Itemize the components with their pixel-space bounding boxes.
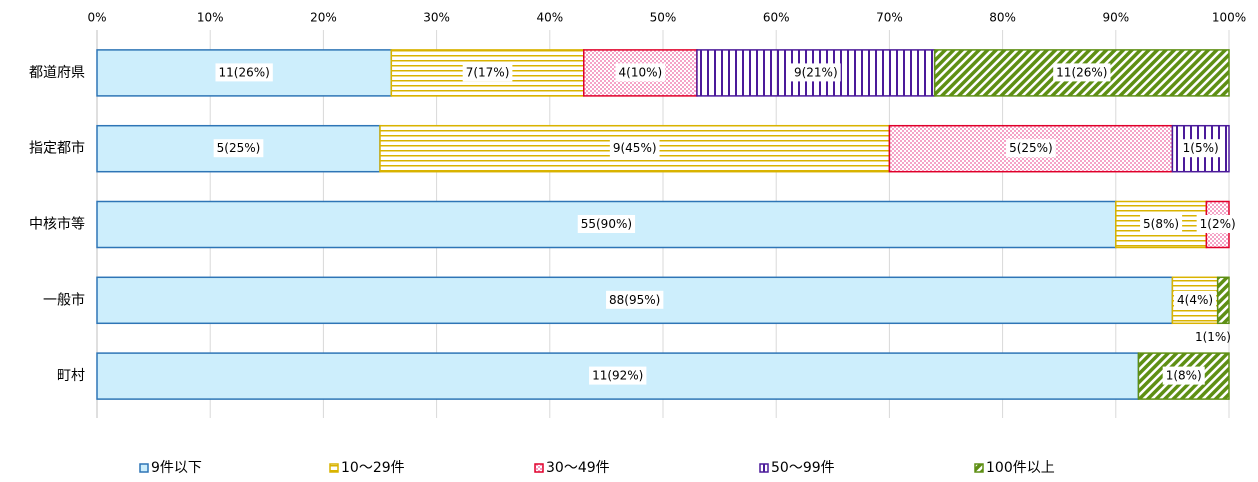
data-label-bg (606, 290, 664, 309)
y-tick-label: 都道府県 (29, 65, 85, 81)
data-label-bg (577, 215, 636, 233)
bar-segment (1216, 276, 1230, 325)
legend-label: 9件以下 (151, 460, 202, 476)
data-label-bg (1174, 290, 1217, 309)
legend-label: 30～49件 (546, 460, 610, 476)
legend-label: 50～99件 (771, 460, 835, 476)
data-label: 55(90%) (581, 217, 632, 231)
data-label-bg (215, 63, 273, 82)
data-label: 9(45%) (613, 141, 657, 155)
y-tick-label: 一般市 (43, 291, 85, 308)
legend-label: 100件以上 (986, 460, 1055, 476)
data-label: 1(2%) (1200, 217, 1236, 231)
data-label: 5(8%) (1143, 217, 1179, 231)
bar-segment (96, 200, 1117, 249)
x-tick-label: 80% (989, 11, 1016, 25)
legend-swatch (139, 463, 149, 473)
data-label-bg (1162, 366, 1205, 385)
x-tick-label: 70% (876, 11, 903, 25)
legend-swatch (759, 463, 769, 473)
data-label-bg (790, 63, 841, 82)
data-label-bg (589, 366, 647, 385)
data-label-bg (1053, 63, 1111, 82)
data-label-bg (1196, 215, 1239, 233)
data-label: 1(1%) (1195, 330, 1231, 344)
data-label-bg (1179, 139, 1222, 158)
y-tick-label: 中核市等 (29, 216, 85, 233)
x-tick-label: 50% (650, 11, 677, 25)
x-tick-label: 100% (1212, 11, 1246, 25)
data-label: 1(5%) (1183, 141, 1219, 155)
y-tick-label: 指定都市 (29, 140, 85, 157)
x-tick-label: 60% (763, 11, 790, 25)
legend-swatch (329, 463, 339, 473)
x-tick-label: 0% (87, 11, 106, 25)
data-label-bg (1006, 139, 1056, 158)
data-label-bg (1140, 215, 1183, 233)
data-label: 88(95%) (609, 293, 660, 307)
x-tick-label: 90% (1102, 11, 1129, 25)
data-label: 9(21%) (794, 65, 838, 79)
x-tick-label: 20% (310, 11, 337, 25)
data-label: 4(10%) (619, 65, 663, 79)
data-label: 4(4%) (1177, 293, 1213, 307)
legend-swatch (534, 463, 544, 473)
data-label-bg (462, 63, 513, 82)
legend-label: 10～29件 (341, 460, 405, 476)
x-tick-label: 10% (197, 11, 224, 25)
data-label: 11(92%) (592, 369, 643, 383)
y-tick-label: 町村 (57, 368, 85, 384)
data-label-bg (213, 139, 264, 158)
data-label: 11(26%) (219, 65, 270, 79)
data-label: 11(26%) (1056, 65, 1107, 79)
data-label-bg (615, 63, 666, 82)
data-label: 5(25%) (217, 141, 261, 155)
data-label: 1(8%) (1166, 369, 1202, 383)
data-label: 7(17%) (466, 65, 510, 79)
x-tick-label: 40% (536, 11, 563, 25)
data-label-bg (609, 139, 660, 158)
legend-swatch (974, 463, 984, 473)
data-label: 5(25%) (1009, 141, 1053, 155)
x-tick-label: 30% (423, 11, 450, 25)
